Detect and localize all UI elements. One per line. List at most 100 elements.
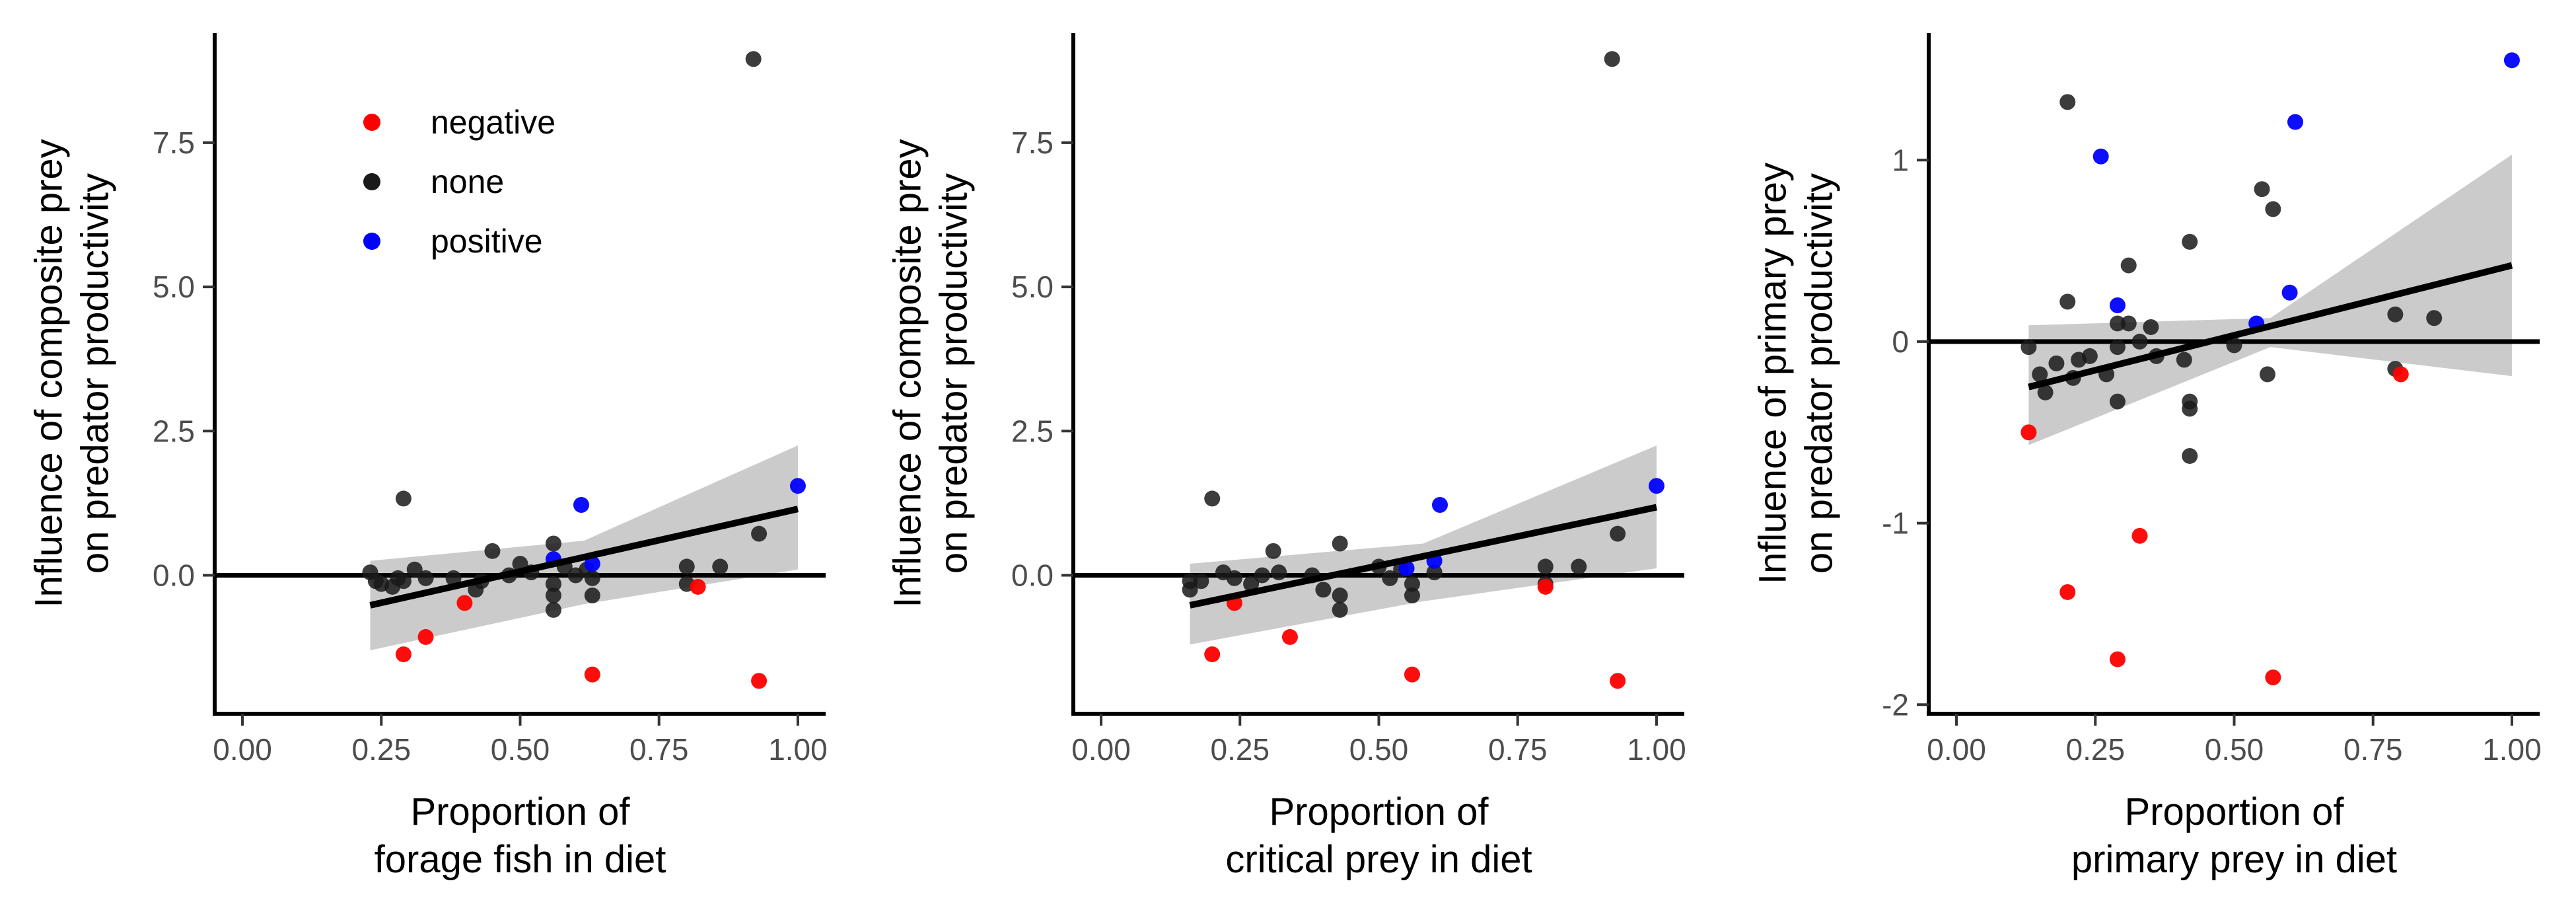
x-axis-title-line-1: Proportion of [1269,790,1489,833]
data-point-negative [417,628,434,645]
data-point-negative [1281,628,1298,645]
axis-lines [213,33,826,716]
data-point-none [2081,348,2098,364]
regression-line [2028,262,2513,391]
x-tick-label: 1.00 [2482,732,2542,767]
data-point-positive [2287,114,2303,130]
data-point-negative [1610,673,1626,689]
regression-line [369,506,799,609]
data-point-none [2021,339,2037,356]
data-point-none [1382,570,1398,586]
y-tick-label: 0 [1892,324,1909,359]
y-tick-label: 1 [1892,143,1909,177]
panel-critical-prey: 0.0 2.5 5.0 7.5 0.00 0.25 0.50 0.75 1.00 Proporti… [886,33,1686,881]
data-point-positive [1398,560,1415,577]
x-tick-label: 0.25 [2066,732,2126,767]
data-point-negative [2109,651,2126,667]
x-tick-label: 0.25 [352,732,411,767]
legend-label-negative: negative [431,104,555,141]
data-point-none [1537,558,1554,575]
x-tick-label: 0.50 [491,732,550,767]
y-axis-title-line-2: on predator productivity [1797,173,1840,574]
data-point-negative [1537,578,1554,595]
panel-primary-prey: -2 -1 0 1 0.00 0.25 0.50 0.75 1.00 Proportion of p… [1751,33,2542,881]
data-point-none [1571,558,1587,575]
data-point-none [2037,384,2054,400]
data-point-none [1243,576,1260,592]
data-point-positive [584,556,600,572]
legend-label-positive: positive [431,223,543,260]
data-point-none [584,588,600,604]
legend: negative none positive [363,104,555,260]
axis-lines [1071,33,1684,716]
data-point-none [2143,319,2159,335]
data-point-none [395,490,411,507]
data-point-none [395,573,411,589]
y-tick-label: -1 [1882,506,1909,541]
x-axis-title-line-2: primary prey in diet [2071,838,2397,881]
data-point-none [2226,337,2242,354]
data-point-none [1604,51,1620,67]
x-tick-label: 0.75 [2343,732,2403,767]
data-point-positive [1648,478,1664,494]
data-point-none [1182,582,1198,598]
confidence-band [2028,155,2512,445]
y-axis-title-line-1: Influence of primary prey [1751,163,1794,584]
data-point-none [751,525,768,542]
data-point-none [2059,94,2076,110]
data-point-none [2259,366,2275,383]
data-point-none [1254,567,1270,584]
data-point-none [484,543,501,559]
data-point-none [2182,400,2198,417]
legend-label-none: none [431,163,504,200]
y-axis-title-line-1: Influence of composite prey [27,139,70,607]
x-tick-label: 0.25 [1211,732,1270,767]
y-tick-label: 0.0 [153,558,195,593]
x-tick-label: 0.00 [1927,732,1986,767]
data-point-none [1226,570,1242,586]
data-point-none [2109,339,2126,356]
data-point-none [406,561,423,578]
axis-lines [1927,33,2540,716]
data-point-none [1404,576,1420,592]
data-point-none [2048,355,2065,371]
y-tick-label: 5.0 [1011,270,1054,304]
data-point-none [2176,352,2192,368]
data-point-negative [2265,669,2281,686]
data-point-positive [2093,148,2109,165]
data-point-none [2120,257,2137,274]
x-tick-label: 0.00 [1071,732,1131,767]
data-point-none [745,51,762,67]
regression-line [1189,504,1657,609]
data-point-none [1204,490,1221,507]
data-point-none [1315,582,1332,598]
x-tick-label: 0.50 [1349,732,1409,767]
data-point-none [2131,333,2148,350]
data-point-negative [2021,424,2037,441]
x-axis-title-line-1: Proportion of [2124,790,2344,833]
data-point-negative [2059,584,2076,600]
data-point-positive [1432,497,1448,513]
y-axis-title-line-1: Influence of composite prey [886,139,929,607]
data-point-negative [456,595,473,611]
data-point-none [1426,564,1443,581]
panel-forage-fish: 0.0 2.5 5.0 7.5 0.00 0.25 0.50 0.75 1.00 Proporti… [27,33,828,881]
data-point-negative [751,673,768,689]
data-point-none [2182,233,2198,250]
data-point-none [2120,315,2137,332]
data-point-positive [2503,52,2520,69]
confidence-band [1190,445,1657,645]
data-point-positive [2109,297,2126,313]
data-point-none [1610,525,1626,542]
data-point-negative [395,646,411,663]
data-point-none [2254,181,2270,198]
data-point-negative [1204,646,1221,663]
x-axis-title-line-2: forage fish in diet [375,838,666,881]
legend-key-none [363,173,380,190]
data-point-none [545,588,561,604]
y-tick-label: 2.5 [1011,414,1054,448]
data-point-none [1265,543,1281,559]
data-point-none [2109,315,2126,332]
data-point-none [678,558,695,575]
